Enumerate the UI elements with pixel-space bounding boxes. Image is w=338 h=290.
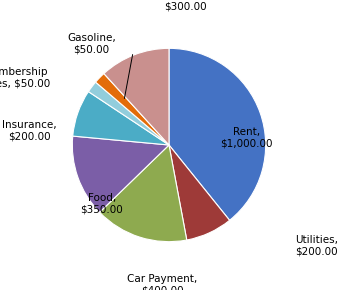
Wedge shape	[169, 145, 230, 240]
Text: Membership
Dues, $50.00: Membership Dues, $50.00	[0, 67, 50, 88]
Text: Gasoline,
$50.00: Gasoline, $50.00	[67, 33, 116, 55]
Wedge shape	[89, 82, 169, 145]
Text: Food,
$350.00: Food, $350.00	[80, 193, 123, 215]
Text: Car Payment,
$400.00: Car Payment, $400.00	[127, 274, 197, 290]
Wedge shape	[72, 136, 169, 212]
Text: Utilities,
$200.00: Utilities, $200.00	[295, 235, 338, 257]
Wedge shape	[100, 145, 187, 242]
Wedge shape	[169, 48, 266, 220]
Text: Insurance,
$200.00: Insurance, $200.00	[2, 120, 57, 142]
Wedge shape	[73, 92, 169, 145]
Text: Miscellaneous,
$300.00: Miscellaneous, $300.00	[147, 0, 224, 12]
Text: Rent,
$1,000.00: Rent, $1,000.00	[220, 127, 272, 149]
Wedge shape	[96, 74, 169, 145]
Wedge shape	[104, 48, 169, 145]
